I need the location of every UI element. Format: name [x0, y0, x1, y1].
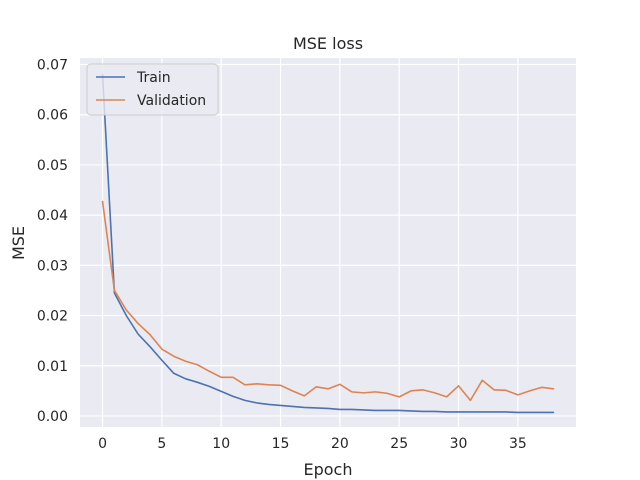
y-tick-label: 0.04 — [37, 208, 68, 224]
y-tick-label: 0.03 — [37, 258, 68, 274]
y-axis-title: MSE — [9, 226, 28, 260]
x-tick-label: 15 — [272, 436, 290, 452]
y-tick-label: 0.07 — [37, 58, 68, 74]
y-tick-label: 0.02 — [37, 309, 68, 325]
y-tick-label: 0.05 — [37, 158, 68, 174]
series-lines — [101, 73, 555, 414]
y-tick-label: 0.01 — [37, 359, 68, 375]
x-tick-label: 20 — [331, 436, 349, 452]
legend: Train Validation — [86, 63, 219, 116]
series-line-train — [101, 73, 555, 414]
x-tick-labels: 0 5 10 15 20 25 30 35 — [98, 436, 527, 452]
x-tick-label: 35 — [509, 436, 527, 452]
y-tick-labels: 0.00 0.01 0.02 0.03 0.04 0.05 0.06 0.07 — [37, 58, 68, 425]
x-tick-label: 30 — [450, 436, 468, 452]
legend-label-validation: Validation — [137, 93, 206, 109]
x-tick-label: 0 — [98, 436, 107, 452]
x-tick-label: 5 — [157, 436, 166, 452]
x-tick-label: 10 — [212, 436, 230, 452]
y-tick-label: 0.06 — [37, 108, 68, 124]
y-tick-label: 0.00 — [37, 409, 68, 425]
x-tick-label: 25 — [390, 436, 408, 452]
x-axis-title: Epoch — [304, 460, 353, 479]
grid-lines — [80, 58, 576, 427]
series-line-validation — [101, 200, 555, 402]
chart-title: MSE loss — [293, 34, 363, 53]
legend-label-train: Train — [136, 70, 171, 86]
